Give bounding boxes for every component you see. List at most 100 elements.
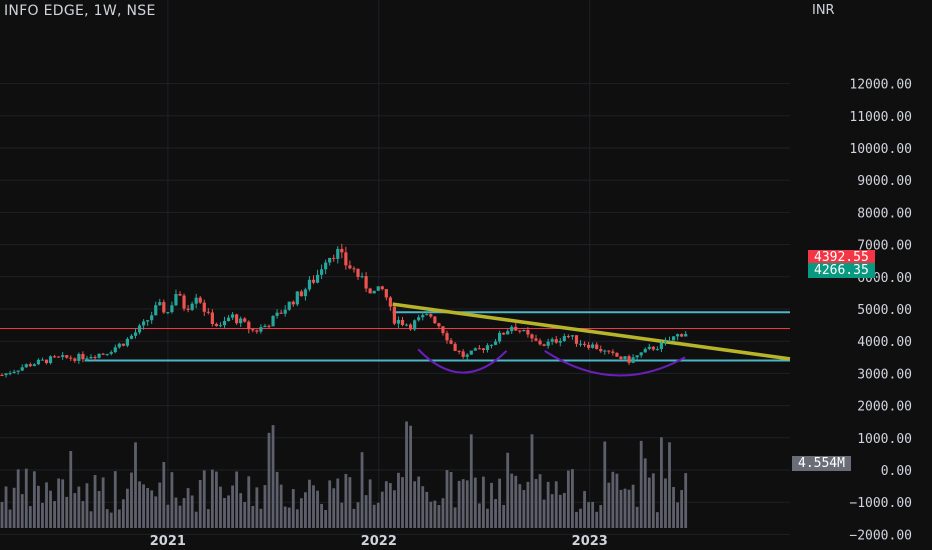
price-tick-label: 2000.00: [857, 400, 912, 415]
candle-body: [376, 286, 380, 291]
volume-bar: [308, 479, 311, 528]
candle-body: [599, 349, 603, 352]
candle-body: [473, 348, 477, 351]
symbol-title: INFO EDGE, 1W, NSE: [4, 3, 156, 19]
candle-body: [425, 314, 429, 316]
volume-bar: [607, 482, 611, 528]
volume-bar: [121, 499, 125, 528]
volume-bar: [109, 512, 113, 528]
volume-bar: [324, 509, 328, 528]
candle-body: [0, 375, 4, 377]
volume-bar: [482, 476, 485, 528]
candle-body: [133, 332, 138, 336]
price-tick-label: 9000.00: [857, 174, 912, 189]
candle-body: [315, 274, 320, 283]
volume-bar: [41, 502, 44, 528]
price-axis[interactable]: 12000.00 11000.00 10000.00 9000.00 8000.00 70…: [849, 78, 912, 550]
candle-body: [453, 343, 457, 351]
candle-body: [659, 342, 664, 350]
right_cup-arc: [544, 350, 686, 377]
volume-bar: [425, 491, 429, 528]
volume-bar: [320, 503, 323, 528]
volume-bar: [210, 469, 214, 528]
candle-body: [404, 324, 409, 326]
volume-bar: [494, 499, 497, 528]
candle-body: [408, 324, 413, 330]
volume-bar: [554, 481, 558, 528]
volume-bar: [69, 450, 73, 528]
chart-annotations: [0, 302, 791, 377]
volume-bar: [635, 506, 639, 528]
volume-bar: [12, 487, 16, 528]
candle-body: [154, 305, 158, 316]
volume-bar: [473, 477, 477, 528]
candle-body: [194, 297, 198, 304]
candle-body: [449, 340, 453, 344]
candle-body: [259, 327, 263, 332]
volume-bar: [275, 471, 279, 528]
candle-body: [493, 341, 498, 345]
volume-bar: [445, 470, 449, 528]
candle-body: [214, 323, 219, 327]
candle-body: [61, 355, 65, 357]
volume-bar: [655, 512, 659, 528]
candle-body: [522, 330, 526, 332]
volume-bar: [664, 478, 667, 528]
volume-bar: [8, 509, 12, 528]
volume-bar: [126, 488, 129, 528]
volume-bar: [279, 484, 283, 528]
candle-body: [319, 269, 324, 275]
candle-body: [328, 257, 332, 263]
candle-body: [324, 262, 328, 270]
volume-bar: [235, 471, 239, 528]
volume-bar: [271, 425, 275, 528]
candle-body: [360, 276, 364, 278]
candle-body: [655, 349, 659, 351]
volume-bar: [340, 502, 344, 528]
volume-bar: [243, 502, 247, 528]
volume-bar: [45, 482, 48, 528]
candle-body: [643, 348, 647, 353]
candle-body: [182, 295, 186, 309]
volume-bar: [409, 425, 412, 528]
volume-bar: [393, 490, 396, 528]
volume-bars: [0, 421, 688, 528]
volume-bar: [397, 472, 400, 528]
price-tick-label: 12000.00: [849, 78, 912, 93]
volume-bar: [522, 490, 526, 528]
candle-body: [396, 319, 401, 324]
volume-bar: [465, 480, 469, 528]
candle-body: [457, 350, 461, 352]
volume-bar: [672, 487, 675, 528]
time-axis[interactable]: 2021 2022 2023: [150, 534, 608, 549]
volume-bar: [668, 442, 671, 528]
volume-bar: [215, 471, 218, 528]
candle-body: [28, 364, 32, 367]
candle-body: [57, 356, 61, 358]
volume-bar: [20, 494, 24, 528]
candle-body: [400, 319, 405, 325]
candle-body: [16, 370, 20, 372]
candle-body: [275, 312, 279, 316]
candle-body: [48, 356, 53, 364]
candle-body: [437, 323, 441, 327]
candle-body: [279, 312, 283, 314]
left_cup-arc: [417, 348, 508, 374]
volume-bar: [421, 486, 425, 528]
candle-body: [635, 355, 639, 358]
candle-body: [578, 343, 583, 345]
volume-bar: [352, 508, 356, 528]
volume-bar: [498, 478, 501, 528]
candle-body: [562, 336, 566, 341]
volume-bar: [194, 511, 198, 528]
volume-bar: [639, 440, 643, 528]
candle-body: [291, 301, 295, 305]
candle-body: [303, 289, 308, 297]
candle-body: [566, 336, 570, 338]
candle-body: [518, 330, 522, 332]
volume-bar: [643, 458, 647, 528]
candle-body: [162, 302, 166, 313]
volume-bar: [263, 485, 267, 528]
volume-bar: [283, 506, 287, 528]
